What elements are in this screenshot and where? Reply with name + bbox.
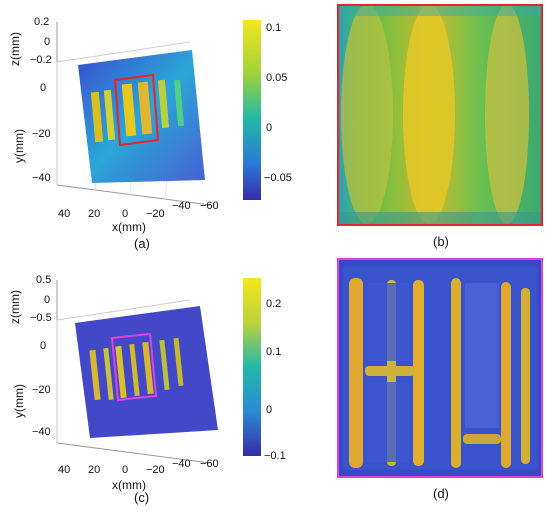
caption-a: (a) [134,236,150,251]
x-tick-c-3: −20 [146,464,165,476]
x-tick-a-0: 40 [58,208,71,220]
z-tick-a-0: 0.2 [34,16,50,28]
y-tick-a-1: −20 [32,128,51,140]
x-tick-a-1: 20 [88,208,101,220]
panel-b: (b) [337,4,549,254]
cb-tick-c-1: 0.1 [266,346,282,358]
x-tick-c-4: −40 [172,458,191,470]
z-axis-label-c: z(mm) [8,290,22,324]
y-tick-a-2: −40 [32,172,51,184]
cb-tick-a-2: 0 [266,122,273,134]
panel-c: z(mm) y(mm) x(mm) 0.5 0 −0.5 0 −20 −40 4… [0,258,290,511]
y-axis-label-c: y(mm) [12,384,26,418]
z-tick-c-1: 0 [44,294,51,306]
panel-b-image [337,4,543,226]
panel-a: z(mm) y(mm) x(mm) 0.2 0 −0.2 0 −20 −40 4… [0,0,292,255]
cb-tick-a-3: −0.05 [264,172,292,184]
x-tick-c-0: 40 [58,464,71,476]
x-tick-c-2: 0 [122,464,129,476]
y-tick-c-1: −20 [32,384,51,396]
panel-c-plot [56,278,261,464]
caption-b: (b) [433,234,449,249]
x-axis-label-a: x(mm) [112,220,146,234]
selection-box-c [110,332,158,402]
selection-box-a [113,73,160,147]
cb-tick-c-2: 0 [266,404,273,416]
cb-tick-a-1: 0.05 [266,72,288,84]
caption-d: (d) [433,486,449,501]
cb-tick-a-0: 0.1 [266,22,282,34]
x-tick-c-1: 20 [88,464,101,476]
x-tick-a-2: 0 [122,208,129,220]
y-tick-c-2: −40 [32,426,51,438]
x-tick-a-4: −40 [172,200,191,212]
y-axis-label-a: y(mm) [12,129,26,163]
cb-tick-c-0: 0.2 [266,298,282,310]
y-tick-a-0: 0 [40,82,47,94]
z-axis-label-a: z(mm) [8,32,22,66]
z-tick-a-1: 0 [44,36,51,48]
panel-a-plot [56,20,261,206]
cb-tick-c-3: −0.1 [264,450,286,462]
x-axis-label-c: x(mm) [112,478,146,492]
panel-d-image [337,258,543,478]
colorbar-c [243,278,261,456]
z-tick-a-2: −0.2 [30,54,52,66]
z-tick-c-0: 0.5 [36,274,52,286]
caption-c: (c) [134,490,150,505]
panel-d: (d) [337,258,549,511]
colorbar-a [243,20,261,200]
y-tick-c-0: 0 [40,340,47,352]
x-tick-a-5: −60 [200,200,219,212]
z-tick-c-2: −0.5 [30,312,52,324]
x-tick-a-3: −20 [146,208,165,220]
x-tick-c-5: −60 [200,458,219,470]
